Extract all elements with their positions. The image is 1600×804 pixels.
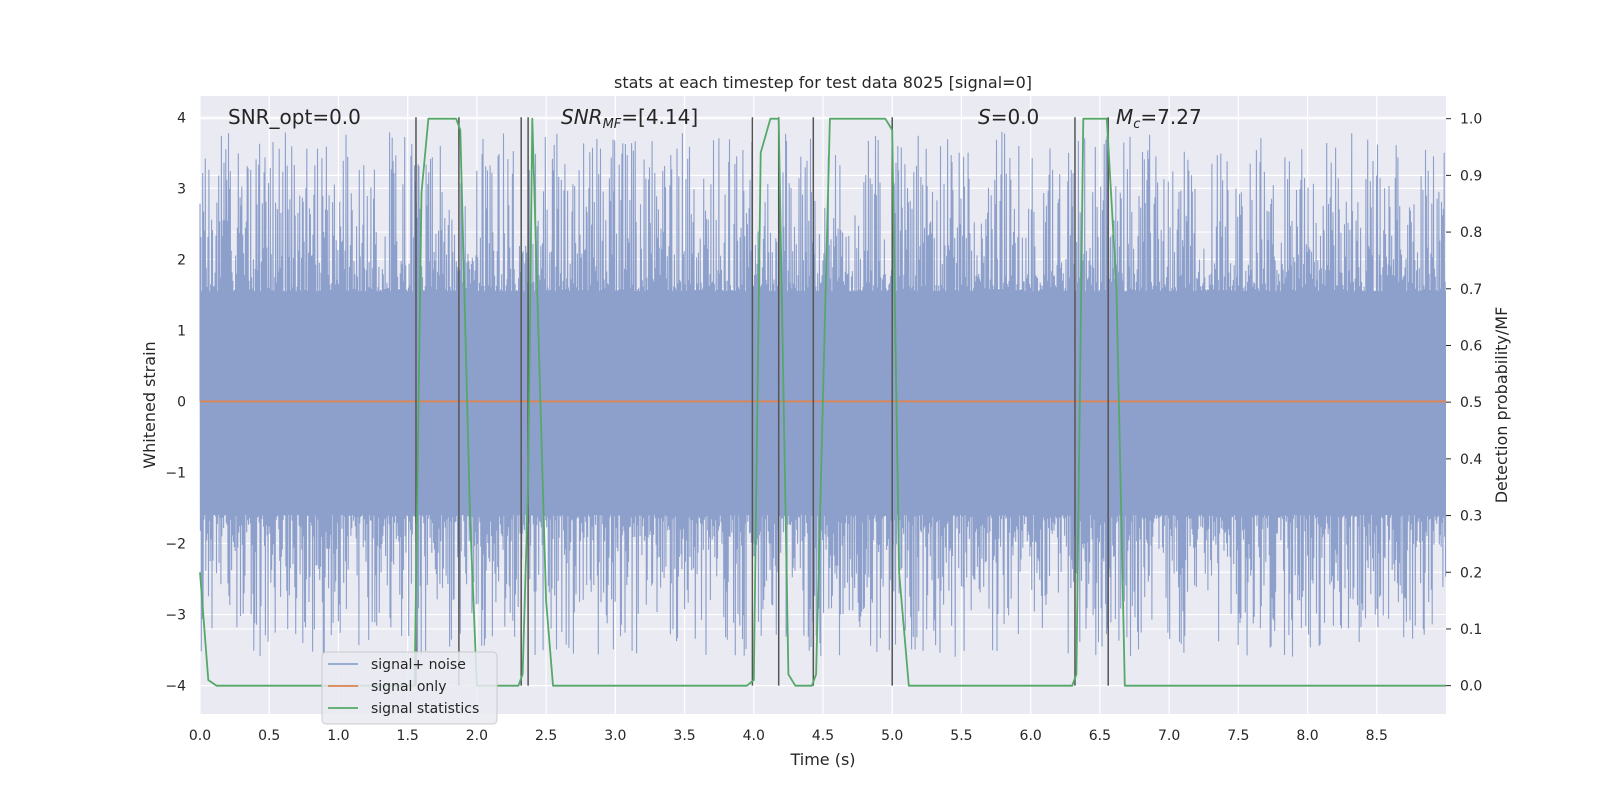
y-left-tick-label: 2 bbox=[177, 252, 186, 268]
x-tick-label: 7.5 bbox=[1227, 728, 1249, 744]
y-left-tick-label: 0 bbox=[177, 394, 186, 410]
y-right-tick-label: 0.0 bbox=[1460, 679, 1482, 695]
y-left-tick-label: −4 bbox=[165, 679, 186, 695]
y-axis-label-left: Whitened strain bbox=[140, 341, 159, 468]
x-tick-label: 7.0 bbox=[1158, 728, 1180, 744]
annotation-snr-mf-value: =[4.14] bbox=[621, 105, 698, 129]
y-right-tick-label: 1.0 bbox=[1460, 112, 1482, 128]
annotation-s: S=0.0 bbox=[978, 105, 1039, 129]
annotation-mc: Mc=7.27 bbox=[1116, 105, 1202, 132]
y-right-tick-label: 0.2 bbox=[1460, 565, 1482, 581]
annotation-mc-symbol: M bbox=[1116, 105, 1133, 129]
y-axis-label-right: Detection probability/MF bbox=[1492, 307, 1511, 504]
x-tick-label: 2.5 bbox=[535, 728, 557, 744]
legend-label-signal: signal only bbox=[371, 679, 446, 695]
x-tick-label: 3.0 bbox=[604, 728, 626, 744]
y-left-tick-label: −2 bbox=[165, 537, 186, 553]
y-left-tick-label: 1 bbox=[177, 323, 186, 339]
y-left-tick-label: −3 bbox=[165, 608, 186, 624]
y-right-tick-label: 0.7 bbox=[1460, 282, 1482, 298]
x-tick-label: 6.0 bbox=[1020, 728, 1042, 744]
y-right-tick-label: 0.5 bbox=[1460, 395, 1482, 411]
x-tick-label: 8.0 bbox=[1296, 728, 1318, 744]
x-tick-label: 3.5 bbox=[673, 728, 695, 744]
annotation-snr-opt: SNR_opt=0.0 bbox=[228, 105, 361, 129]
statistics-series-line bbox=[199, 117, 1446, 687]
x-tick-label: 0.5 bbox=[258, 728, 280, 744]
annotation-mc-subscript: c bbox=[1133, 117, 1140, 132]
statistics-layer bbox=[199, 117, 1446, 687]
legend-label-statistics: signal statistics bbox=[371, 701, 479, 717]
annotation-snr-mf-subscript: MF bbox=[603, 117, 622, 132]
y-right-tick-label: 0.3 bbox=[1460, 509, 1482, 525]
y-left-tick-label: −1 bbox=[165, 465, 186, 481]
x-tick-label: 8.5 bbox=[1366, 728, 1388, 744]
annotation-s-symbol: S bbox=[978, 105, 991, 129]
x-tick-label: 5.0 bbox=[881, 728, 903, 744]
x-tick-label: 0.0 bbox=[189, 728, 211, 744]
annotation-mc-value: =7.27 bbox=[1140, 105, 1201, 129]
x-tick-label: 2.0 bbox=[466, 728, 488, 744]
y-right-tick-label: 0.1 bbox=[1460, 622, 1482, 638]
annotation-snr-mf: SNRMF=[4.14] bbox=[561, 105, 698, 132]
x-tick-label: 1.5 bbox=[397, 728, 419, 744]
x-axis-label: Time (s) bbox=[789, 750, 855, 769]
annotation-snr-mf-symbol: SNR bbox=[561, 105, 603, 129]
y-right-tick-label: 0.8 bbox=[1460, 225, 1482, 241]
legend-label-noise: signal+ noise bbox=[371, 657, 466, 673]
x-tick-label: 4.5 bbox=[812, 728, 834, 744]
y-left-tick-label: 3 bbox=[177, 181, 186, 197]
legend: signal+ noise signal only signal statist… bbox=[321, 651, 498, 725]
legend-box bbox=[321, 651, 498, 725]
y-left-tick-label: 4 bbox=[177, 110, 186, 126]
y-right-tick-label: 0.6 bbox=[1460, 338, 1482, 354]
chart-title: stats at each timestep for test data 802… bbox=[614, 73, 1032, 92]
x-tick-label: 6.5 bbox=[1089, 728, 1111, 744]
y-right-tick-label: 0.9 bbox=[1460, 168, 1482, 184]
x-tick-label: 4.0 bbox=[743, 728, 765, 744]
x-tick-label: 5.5 bbox=[950, 728, 972, 744]
tick-layer: 0.0 0.5 1.0 1.5 2.0 2.5 3.0 3.5 4.0 4.5 5.0 5.5 6.0 6… bbox=[165, 110, 1482, 744]
x-tick-label: 1.0 bbox=[327, 728, 349, 744]
noise-series-line bbox=[199, 131, 1447, 657]
y-right-tick-label: 0.4 bbox=[1460, 452, 1482, 468]
annotation-s-value: =0.0 bbox=[991, 105, 1040, 129]
